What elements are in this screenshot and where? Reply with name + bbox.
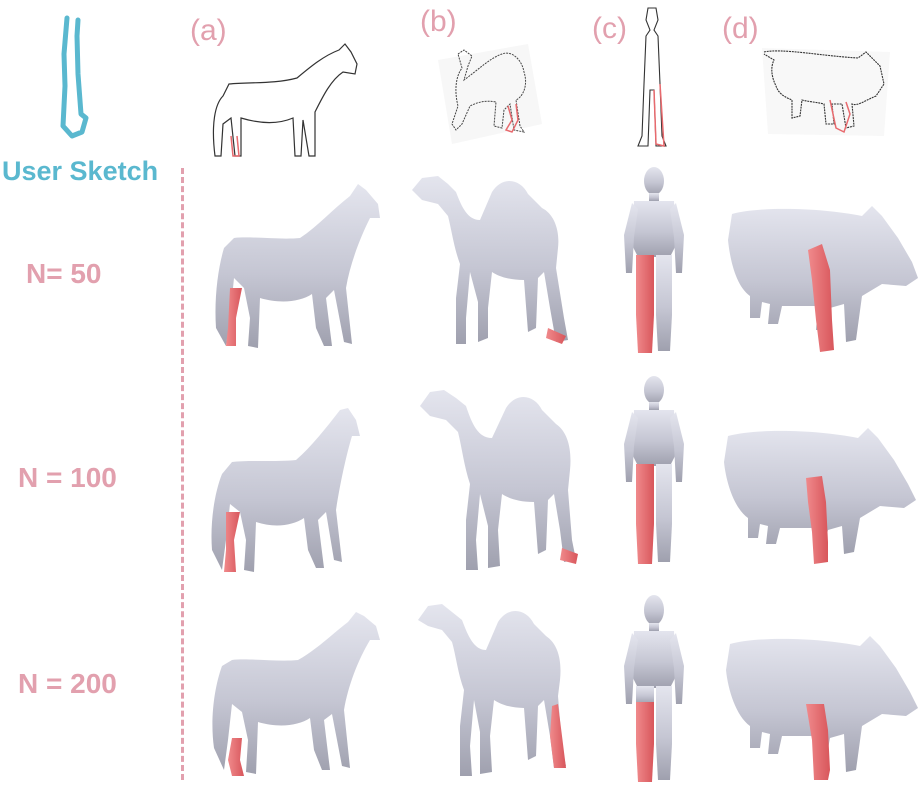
camel-model-n50 xyxy=(412,176,568,344)
column-label-d: (d) xyxy=(722,12,759,45)
sketch-horse xyxy=(212,43,358,157)
pig-model-n50 xyxy=(728,206,918,352)
row-label-n200: N = 200 xyxy=(18,668,117,699)
horse-model-n50 xyxy=(215,184,380,348)
horse-model-n100 xyxy=(211,408,360,572)
sketch-human xyxy=(637,7,667,147)
camel-model-n100 xyxy=(420,390,578,570)
row-label-n100: N = 100 xyxy=(18,462,117,493)
sketch-camel xyxy=(438,44,542,144)
dashed-divider xyxy=(181,168,184,780)
column-label-a: (a) xyxy=(190,14,227,47)
human-model-n100 xyxy=(624,376,684,564)
human-model-n50 xyxy=(624,167,684,353)
pig-model-n200 xyxy=(726,636,918,780)
human-model-n200 xyxy=(624,595,684,782)
column-label-c: (c) xyxy=(592,12,627,45)
camel-model-n200 xyxy=(418,604,566,776)
row-label-n50: N= 50 xyxy=(26,258,102,289)
user-sketch-stroke xyxy=(60,15,89,139)
pig-model-n100 xyxy=(724,428,916,564)
horse-model-n200 xyxy=(212,612,380,776)
user-sketch-label: User Sketch xyxy=(2,156,159,186)
column-label-b: (b) xyxy=(420,5,457,38)
sketch-pig xyxy=(762,48,890,136)
